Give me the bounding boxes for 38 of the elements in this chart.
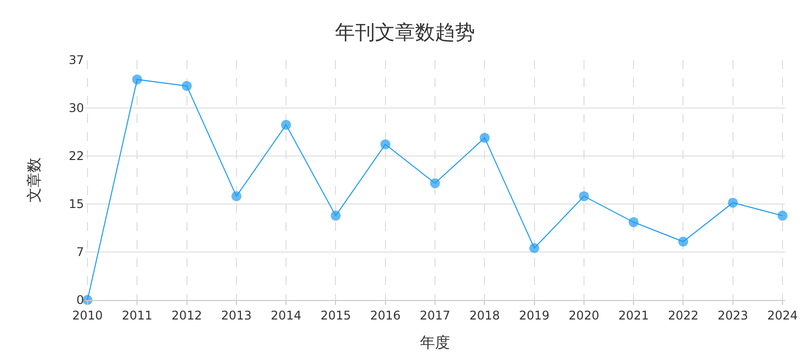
- x-tick-label: 2023: [718, 308, 748, 322]
- y-axis-title: 文章数: [24, 158, 43, 202]
- point: [778, 210, 788, 221]
- point: [628, 217, 639, 228]
- y-tick-label: 37: [68, 53, 84, 68]
- point: [132, 74, 142, 84]
- x-tick-label: 2011: [122, 308, 152, 322]
- x-tick-label: 2013: [221, 308, 252, 322]
- point: [380, 139, 390, 150]
- point: [728, 198, 738, 208]
- chart-title: 年刊文章数趋势: [335, 20, 475, 44]
- point: [529, 243, 540, 254]
- x-tick-label: 2012: [171, 308, 202, 322]
- x-tick-label: 2020: [568, 308, 600, 322]
- y-tick-label: 15: [68, 197, 84, 212]
- point: [330, 210, 341, 221]
- point: [480, 132, 490, 143]
- point: [578, 191, 589, 202]
- x-tick-label: 2022: [668, 308, 699, 322]
- x-tick-label: 2016: [370, 308, 401, 322]
- x-tick-label: 2014: [270, 308, 302, 322]
- point: [678, 236, 688, 247]
- x-tick-label: 2017: [420, 308, 450, 322]
- x-tick-label: 2024: [767, 308, 798, 322]
- point: [281, 120, 292, 130]
- x-tick-label: 2015: [320, 308, 351, 322]
- y-tick-label: 0: [76, 293, 84, 308]
- point: [231, 191, 242, 202]
- point: [430, 178, 440, 188]
- x-axis-title: 年度: [420, 333, 450, 352]
- y-tick-label: 30: [68, 101, 84, 116]
- x-tick-label: 2018: [469, 308, 500, 322]
- y-tick-label: 22: [68, 149, 84, 164]
- x-tick-label: 2021: [618, 308, 649, 322]
- x-tick-label: 2010: [72, 308, 103, 322]
- point: [182, 80, 192, 91]
- y-tick-label: 7: [76, 245, 84, 260]
- x-tick-label: 2019: [519, 308, 550, 322]
